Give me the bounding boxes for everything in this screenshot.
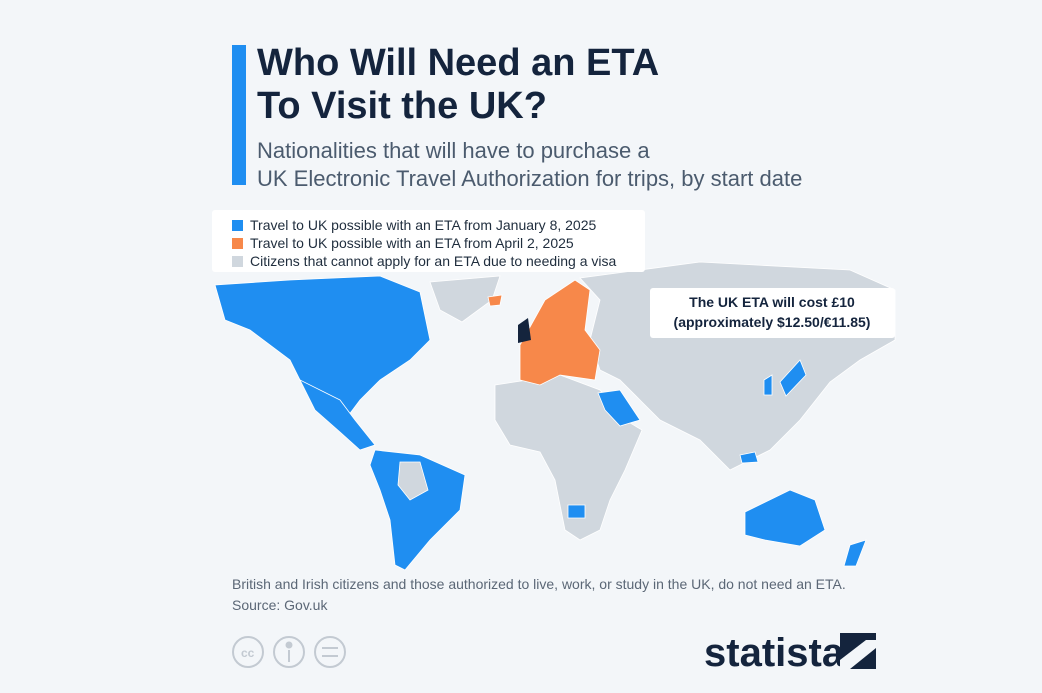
region [567,504,586,519]
region [744,489,826,547]
region [519,279,601,386]
callout-line: (approximately $12.50/€11.85) [674,314,871,330]
title-line: To Visit the UK? [257,85,547,127]
legend-label: Citizens that cannot apply for an ETA du… [250,253,617,269]
legend-swatch [232,256,243,267]
source: Source: Gov.uk [232,597,328,613]
region [487,294,503,307]
legend-swatch [232,238,243,249]
license-icons [232,636,346,668]
region [299,379,376,451]
region [779,359,807,397]
region [429,275,501,323]
accent-bar [232,45,246,185]
legend-swatch [232,220,243,231]
legend: Travel to UK possible with an ETA from J… [232,217,617,269]
region [763,374,773,396]
callout-line: The UK ETA will cost £10 [689,294,855,310]
region [369,449,466,571]
region-uk [518,318,531,343]
legend-label: Travel to UK possible with an ETA from A… [250,235,574,251]
brand-logo [840,633,876,669]
region [214,275,431,421]
legend-box [212,210,645,272]
subtitle-line: Nationalities that will have to purchase… [257,138,650,163]
callout-box [650,288,895,338]
subtitle-line: UK Electronic Travel Authorization for t… [257,166,802,191]
region [843,539,867,567]
cc-icon-text: cc [241,646,255,660]
title-line: Who Will Need an ETA [257,42,659,84]
footnote: British and Irish citizens and those aut… [232,576,846,592]
region [397,461,429,501]
region [597,389,641,427]
region [739,451,759,464]
brand: statista [704,631,845,675]
legend-label: Travel to UK possible with an ETA from J… [250,217,596,233]
